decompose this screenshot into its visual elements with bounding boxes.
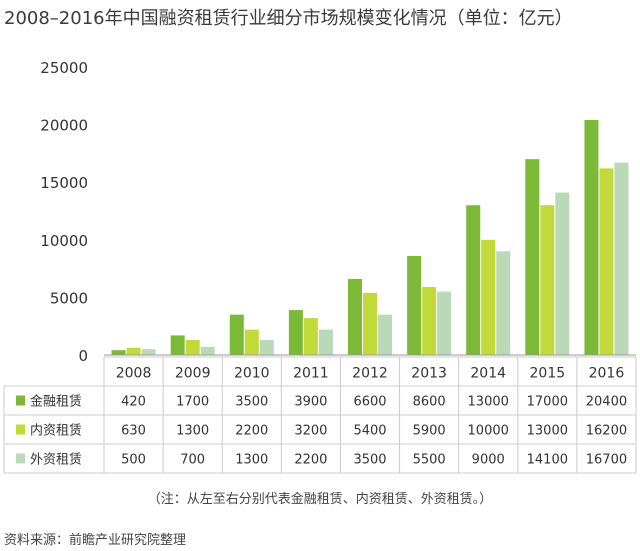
legend-swatch bbox=[16, 395, 25, 406]
data-label: 5900 bbox=[413, 424, 446, 439]
bar bbox=[111, 350, 126, 355]
y-tick-label: 10000 bbox=[40, 232, 88, 250]
data-label: 1300 bbox=[176, 424, 209, 439]
data-label: 13000 bbox=[527, 424, 568, 439]
bar bbox=[288, 310, 303, 355]
legend-swatch bbox=[16, 424, 25, 435]
bar bbox=[363, 292, 377, 355]
bar bbox=[348, 278, 362, 355]
bar bbox=[599, 168, 614, 355]
bar bbox=[185, 340, 200, 355]
bar bbox=[244, 329, 259, 355]
data-label: 13000 bbox=[468, 395, 509, 410]
bar bbox=[555, 192, 570, 355]
data-label: 8600 bbox=[413, 395, 446, 410]
bar bbox=[303, 318, 318, 355]
bar bbox=[422, 287, 437, 355]
data-label: 20400 bbox=[586, 395, 627, 410]
bar bbox=[126, 347, 141, 355]
data-label: 17000 bbox=[527, 395, 568, 410]
data-label: 1700 bbox=[176, 395, 209, 410]
legend-label: 内资租赁 bbox=[30, 423, 82, 439]
x-tick-label: 2015 bbox=[530, 366, 566, 382]
x-tick-label: 2010 bbox=[234, 366, 270, 382]
bar bbox=[200, 346, 215, 355]
data-label: 5500 bbox=[413, 453, 446, 468]
x-tick-label: 2012 bbox=[352, 366, 388, 382]
bar bbox=[318, 329, 333, 355]
data-label: 3500 bbox=[235, 395, 268, 410]
bar bbox=[466, 205, 481, 355]
data-label: 3200 bbox=[294, 424, 327, 439]
bar bbox=[229, 314, 244, 355]
data-label: 6600 bbox=[353, 395, 386, 410]
data-label: 500 bbox=[121, 453, 146, 468]
bar bbox=[170, 335, 185, 355]
data-label: 3900 bbox=[294, 395, 327, 410]
y-tick-label: 0 bbox=[78, 347, 88, 365]
bar bbox=[141, 349, 156, 355]
data-label: 3500 bbox=[353, 453, 386, 468]
bar bbox=[378, 314, 392, 355]
x-tick-label: 2008 bbox=[116, 366, 152, 382]
bar bbox=[259, 340, 274, 355]
bar bbox=[525, 159, 540, 355]
legend-swatch bbox=[16, 453, 25, 464]
legend-label: 金融租赁 bbox=[30, 394, 82, 410]
bar bbox=[614, 162, 629, 355]
bar bbox=[407, 255, 422, 355]
data-label: 16700 bbox=[586, 453, 627, 468]
y-tick-label: 25000 bbox=[40, 59, 88, 77]
x-tick-label: 2014 bbox=[470, 366, 506, 382]
bar bbox=[437, 291, 452, 355]
bar bbox=[481, 239, 496, 355]
legend-label: 外资租赁 bbox=[30, 453, 82, 468]
bar bbox=[584, 119, 599, 355]
data-label: 5400 bbox=[353, 424, 386, 439]
data-label: 2200 bbox=[235, 424, 268, 439]
y-tick-label: 15000 bbox=[40, 174, 88, 192]
x-tick-label: 2013 bbox=[411, 366, 447, 382]
data-label: 420 bbox=[121, 395, 146, 410]
data-label: 2200 bbox=[294, 453, 327, 468]
bar bbox=[496, 251, 511, 355]
source-credit: 资料来源：前瞻产业研究院整理 bbox=[4, 533, 187, 548]
chart-title: 2008–2016年中国融资租赁行业细分市场规模变化情况（单位：亿元） bbox=[4, 8, 573, 29]
data-label: 9000 bbox=[472, 453, 505, 468]
x-tick-label: 2016 bbox=[589, 366, 625, 382]
chart-note: （注：从左至右分别代表金融租赁、内资租赁、外资租赁。） bbox=[147, 492, 493, 507]
data-label: 700 bbox=[180, 453, 205, 468]
x-tick-label: 2009 bbox=[175, 366, 211, 382]
y-tick-label: 5000 bbox=[50, 289, 88, 307]
data-label: 10000 bbox=[468, 424, 509, 439]
x-tick-label: 2011 bbox=[293, 366, 329, 382]
y-tick-label: 20000 bbox=[40, 117, 88, 135]
data-label: 630 bbox=[121, 424, 146, 439]
data-label: 1300 bbox=[235, 453, 268, 468]
data-label: 14100 bbox=[527, 453, 568, 468]
data-label: 16200 bbox=[586, 424, 627, 439]
bar bbox=[540, 205, 555, 355]
